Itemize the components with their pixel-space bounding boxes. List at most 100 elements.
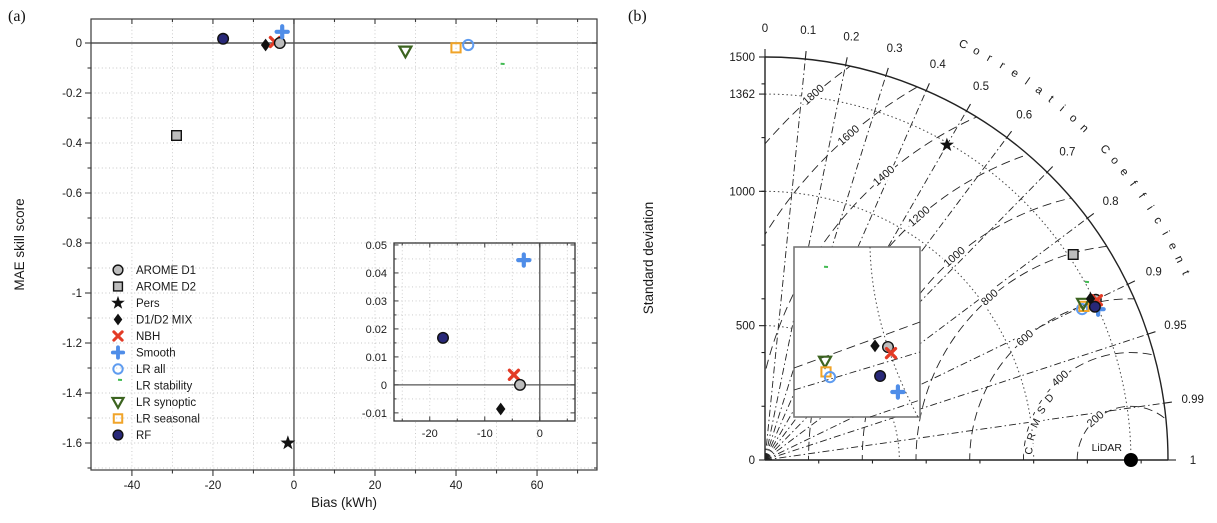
marker-lr-synoptic [110,396,126,411]
std-tick-label: 1000 [729,186,755,198]
corr-tick-label: 0.5 [973,81,989,93]
svg-text:C: C [1097,143,1111,157]
reference-point-lidar: LiDAR [1089,440,1138,467]
inset-points [436,252,532,416]
taylor-inset-points [817,265,906,400]
legend-item-arome-d2: AROME D2 [112,281,196,294]
ticks [85,19,597,476]
x-tick-label: 20 [369,480,382,492]
marker-lr-all [462,38,475,52]
marker-nbh [112,330,124,342]
svg-text:0.05: 0.05 [366,240,387,252]
taylor-inset [793,246,921,418]
marker-arome-d2 [112,281,124,292]
y-tick-label: -1.6 [62,438,82,450]
reference-label: LiDAR [1092,442,1123,454]
inset-corr-line-2 [869,399,921,418]
radial-axis-title: Standard deviation [641,202,656,315]
panel-b: (b) 0 500 1000 1362 1500 0 0.1 0.2 0.3 0.4 0.5 0.6 0… [620,0,1217,523]
marker-pers [280,435,296,450]
svg-text:-10: -10 [477,428,493,440]
axes [90,18,598,471]
corr-tick-label: 0.8 [1103,196,1119,208]
legend-item-lr-seasonal: LR seasonal [112,413,200,426]
legend-item-lr-stability: LR stability [117,378,192,393]
taylor-ticks [759,49,1176,464]
marker-lr-all [1076,303,1089,316]
marker-d1-d2-mix [870,339,880,353]
legend-item-lr-all: LR all [112,363,165,376]
y-tick-label: 0 [76,38,82,50]
marker-lr-all [112,363,124,375]
corr-tick-label: 0.7 [1059,146,1075,158]
correlation-radial-lines [764,58,1165,461]
marker-lr-all [823,371,837,384]
svg-text:e: e [1166,241,1180,252]
x-tick-label: 60 [531,480,544,492]
svg-text:r: r [997,60,1007,72]
marker-nbh [884,346,898,360]
legend-item-rf: RF [112,429,151,442]
legend-label: LR seasonal [136,414,200,426]
corr-tick-label: 0.1 [800,25,816,37]
legend-label: NBH [136,331,160,343]
corr-tick-label: 1 [1190,455,1196,467]
y-tick-label: -0.4 [62,138,82,150]
svg-text:e: e [1009,67,1021,81]
y-tick-label: -1.2 [62,338,82,350]
legend-label: RF [136,430,151,442]
svg-text:f: f [1127,179,1139,189]
marker-lr-seasonal [1078,300,1090,312]
marker-arome-d2 [170,129,183,142]
marker-lr-synoptic [817,355,833,370]
marker-smooth [110,345,126,360]
taylor-points [939,137,1106,317]
svg-text:i: i [1144,204,1155,213]
marker-lr-synoptic [1075,297,1091,312]
std-tick-label: 0 [749,455,755,467]
y-tick-label: -0.2 [62,88,82,100]
y-tick-label: -0.6 [62,188,82,200]
legend-label: Pers [136,298,160,310]
svg-text:0.02: 0.02 [366,324,387,336]
crmsd-contours [765,57,1168,460]
data-points [170,24,505,450]
svg-text:1400: 1400 [871,164,897,189]
zero-lines [91,19,597,470]
marker-rf [1088,300,1101,313]
marker-d1-d2-mix [496,402,506,416]
svg-text:t: t [1179,269,1192,278]
corr-tick-label: 0.4 [930,59,947,71]
svg-text:0: 0 [381,380,387,392]
svg-text:0.03: 0.03 [366,296,387,308]
inset-std-arc [869,246,919,418]
marker-d1-d2-mix [260,38,271,52]
svg-text:0.01: 0.01 [366,352,387,364]
std-arcs [764,93,1132,461]
svg-text:t: t [1046,94,1057,106]
svg-text:f: f [1136,191,1148,201]
x-tick-label: -40 [124,480,141,492]
marker-lr-synoptic [397,45,414,60]
std-tick-label: 1500 [729,52,755,64]
y-tick-label: -1.4 [62,388,82,400]
legend-label: Smooth [136,348,176,360]
legend-item-pers: Pers [111,295,160,310]
panel-a-label: (a) [8,8,26,25]
marker-rf [112,429,124,441]
marker-rf [874,369,887,383]
corr-tick-label: 0.95 [1164,320,1186,332]
marker-rf [436,331,450,344]
legend-item-d1-d2-mix: D1/D2 MIX [113,313,193,327]
legend: AROME D1 AROME D2 Pers D1/D2 MIX NBH Smooth LR… [110,264,200,442]
corr-tick-label: 0.9 [1146,267,1162,279]
svg-text:1600: 1600 [836,123,862,148]
svg-text:n: n [1172,254,1186,265]
svg-text:R: R [1025,431,1039,442]
legend-item-smooth: Smooth [110,345,176,360]
taylor-tick-labels: 0 500 1000 1362 1500 0 0.1 0.2 0.3 0.4 0.5 0.6 0.7 0.… [729,21,1206,470]
marker-rf [217,32,230,45]
corr-tick-label: 0 [762,23,768,35]
